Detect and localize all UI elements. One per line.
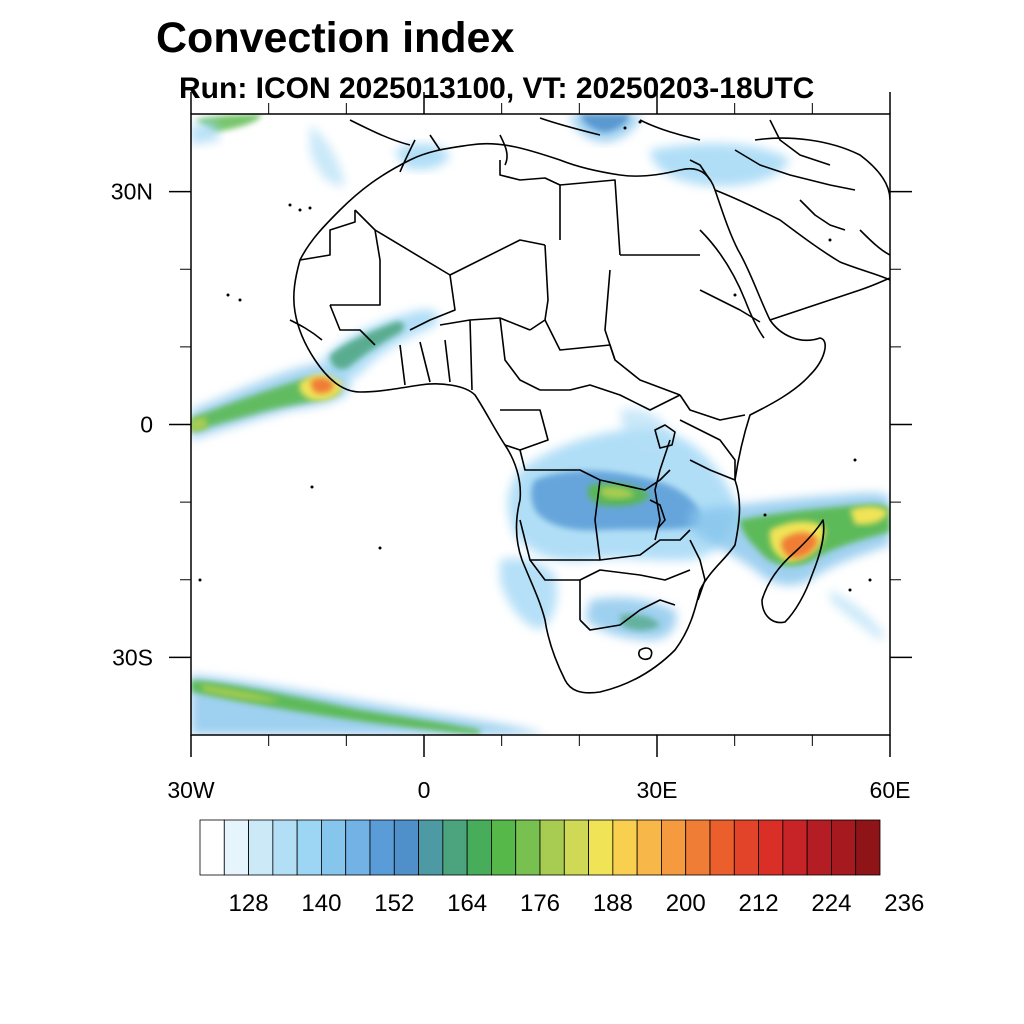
colorbar-swatch [782, 819, 808, 876]
colorbar-swatch [661, 819, 687, 876]
colorbar-label: 140 [301, 890, 341, 917]
map-frame [190, 113, 891, 736]
convection-field-atlantic [191, 363, 350, 440]
colorbar-swatch [321, 819, 347, 876]
colorbar-swatch [369, 819, 395, 876]
colorbar-swatch [831, 819, 857, 876]
colorbar-swatch [758, 819, 784, 876]
convection-field-west-africa [322, 309, 439, 381]
small-islands [198, 120, 872, 592]
colorbar-swatch [345, 819, 371, 876]
map-subtitle: Run: ICON 2025013100, VT: 20250203-18UTC [179, 72, 815, 105]
colorbar-swatch [685, 819, 711, 876]
convection-field-southern-ocean [191, 675, 545, 735]
map-title: Convection index [156, 14, 515, 62]
colorbar-swatch [806, 819, 832, 876]
coastlines-and-borders [289, 117, 890, 694]
colorbar-swatch [272, 819, 298, 876]
colorbar-label: 212 [739, 890, 779, 917]
colorbar-label: 176 [520, 890, 560, 917]
colorbar-swatch [296, 819, 322, 876]
colorbar-swatch [709, 819, 735, 876]
colorbar-swatch [612, 819, 638, 876]
colorbar-swatch [199, 819, 225, 876]
colorbar-swatch [855, 819, 881, 876]
axis-tick-labels: 30W 0 30E 60E 30N 0 30S [111, 179, 911, 803]
colorbar-swatch [636, 819, 662, 876]
colorbar-labels: 128 140 152 164 176 188 200 212 224 236 [229, 890, 925, 917]
colorbar-label: 224 [811, 890, 851, 917]
lat-tick-label: 30N [111, 179, 153, 205]
colorbar [199, 819, 881, 876]
lat-tick-label: 30S [112, 644, 153, 670]
convection-field-mediterranean [191, 114, 790, 187]
lon-tick-label: 60E [870, 777, 911, 803]
lon-tick-label: 30W [167, 777, 215, 803]
colorbar-swatch [393, 819, 419, 876]
colorbar-label: 200 [666, 890, 706, 917]
colorbar-swatch [539, 819, 565, 876]
convection-field-madagascar [690, 493, 890, 640]
axis-ticks [169, 92, 912, 757]
colorbar-label: 152 [374, 890, 414, 917]
lat-tick-label: 0 [140, 412, 153, 438]
colorbar-label: 188 [593, 890, 633, 917]
lon-tick-label: 30E [637, 777, 678, 803]
colorbar-label: 128 [229, 890, 269, 917]
colorbar-label: 236 [884, 890, 924, 917]
colorbar-swatch [466, 819, 492, 876]
colorbar-swatch [563, 819, 589, 876]
colorbar-swatch [491, 819, 517, 876]
colorbar-swatch [223, 819, 249, 876]
colorbar-swatch [418, 819, 444, 876]
colorbar-label: 164 [447, 890, 487, 917]
colorbar-swatch [515, 819, 541, 876]
colorbar-swatch [733, 819, 759, 876]
colorbar-swatch [248, 819, 274, 876]
lon-tick-label: 0 [418, 777, 431, 803]
colorbar-swatch [442, 819, 468, 876]
colorbar-swatch [588, 819, 614, 876]
